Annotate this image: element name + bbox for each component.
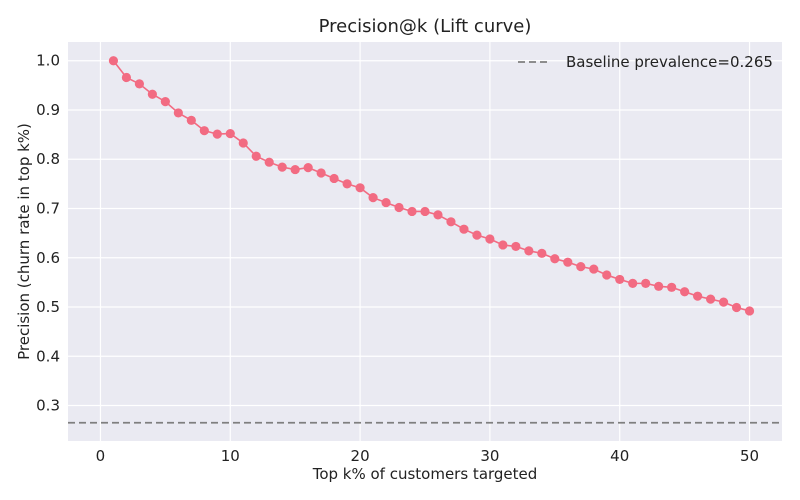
data-point	[394, 202, 404, 213]
x-axis-label: Top k% of customers targeted	[312, 465, 538, 483]
grid-lines	[68, 42, 782, 441]
y-tick-label: 0.9	[36, 101, 60, 119]
data-point	[589, 264, 599, 274]
data-point	[731, 302, 742, 313]
x-tick-label: 10	[221, 447, 240, 465]
axes: 0 10 20 30 40 50 0.3 0.4 0.5 0.6 0.7 0.8 0.9 1.0	[36, 52, 759, 465]
data-point	[615, 274, 625, 285]
data-point	[225, 129, 235, 139]
data-point	[433, 210, 443, 220]
data-point	[407, 206, 417, 217]
data-point	[186, 115, 196, 125]
legend: Baseline prevalence=0.265	[518, 53, 773, 71]
data-point	[212, 129, 222, 139]
data-point	[355, 183, 365, 193]
data-point	[706, 294, 716, 304]
x-tick-label: 40	[610, 447, 629, 465]
legend-label-baseline: Baseline prevalence=0.265	[566, 53, 773, 71]
data-point	[472, 230, 482, 240]
data-point	[602, 270, 612, 280]
data-point	[576, 262, 586, 272]
data-point	[563, 257, 573, 267]
data-point	[160, 97, 170, 107]
data-point	[628, 278, 638, 288]
data-point	[693, 291, 703, 301]
data-point	[134, 79, 144, 89]
y-axis-label: Precision (churn rate in top k%)	[15, 123, 33, 360]
data-point	[459, 224, 469, 234]
data-point	[641, 278, 651, 288]
data-point	[550, 254, 560, 264]
data-point	[537, 248, 547, 258]
data-point	[498, 240, 508, 250]
data-point	[147, 89, 157, 99]
data-point	[290, 164, 300, 175]
data-point	[108, 56, 119, 66]
y-tick-label: 0.3	[36, 397, 60, 415]
data-point	[667, 282, 677, 292]
data-point	[277, 162, 287, 172]
x-tick-label: 50	[740, 447, 759, 465]
y-tick-label: 0.7	[36, 199, 60, 217]
y-tick-label: 0.5	[36, 298, 60, 316]
data-point	[485, 234, 495, 244]
x-tick-label: 20	[351, 447, 370, 465]
data-point	[121, 72, 132, 83]
data-point	[316, 168, 326, 178]
data-point	[744, 306, 755, 316]
data-point	[511, 241, 521, 252]
data-point	[251, 151, 261, 161]
data-point	[199, 126, 209, 136]
y-tick-label: 0.8	[36, 150, 60, 168]
data-point	[446, 217, 456, 227]
x-tick-label: 30	[480, 447, 499, 465]
data-point	[264, 157, 274, 167]
data-point	[329, 173, 339, 184]
y-tick-label: 0.4	[36, 347, 60, 365]
plot-area	[68, 42, 782, 441]
data-point	[173, 108, 183, 118]
data-point	[342, 179, 352, 189]
series-layer	[108, 56, 755, 316]
data-point	[420, 206, 430, 217]
data-point	[238, 138, 248, 148]
chart-title: Precision@k (Lift curve)	[319, 16, 532, 37]
data-point	[680, 287, 690, 297]
data-point	[654, 281, 664, 291]
data-point	[524, 246, 534, 256]
data-point	[718, 297, 729, 307]
data-point	[381, 197, 391, 208]
data-point	[303, 163, 313, 173]
x-tick-label: 0	[96, 447, 106, 465]
data-point	[368, 193, 378, 203]
y-tick-label: 0.6	[36, 249, 60, 267]
y-tick-label: 1.0	[36, 52, 60, 70]
